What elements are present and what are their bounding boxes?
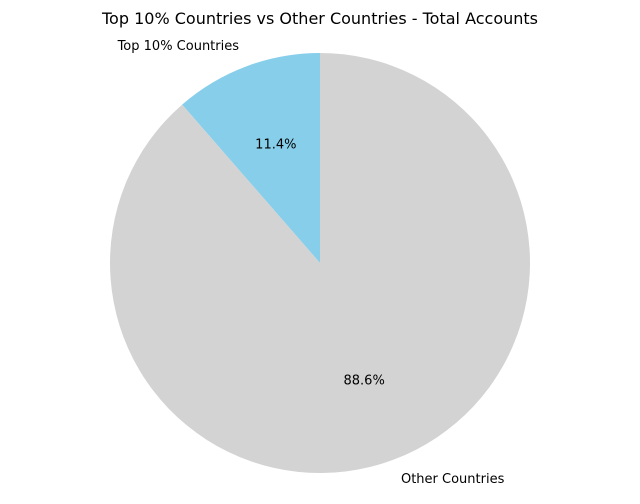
pie-labels: 11.4% Top 10% Countries 88.6% Other Countri…: [117, 39, 505, 487]
slice-percent-label: 88.6%: [344, 374, 385, 389]
slice-category-label: Other Countries: [401, 472, 505, 487]
pie-slice-top-10-countries: [182, 53, 320, 263]
pie-slice-other-countries: [109, 53, 531, 474]
slice-category-label: Top 10% Countries: [117, 39, 240, 54]
pie-slices: [109, 53, 531, 474]
chart-title: Top 10% Countries vs Other Countries - T…: [101, 9, 538, 28]
slice-percent-label: 11.4%: [255, 137, 296, 152]
